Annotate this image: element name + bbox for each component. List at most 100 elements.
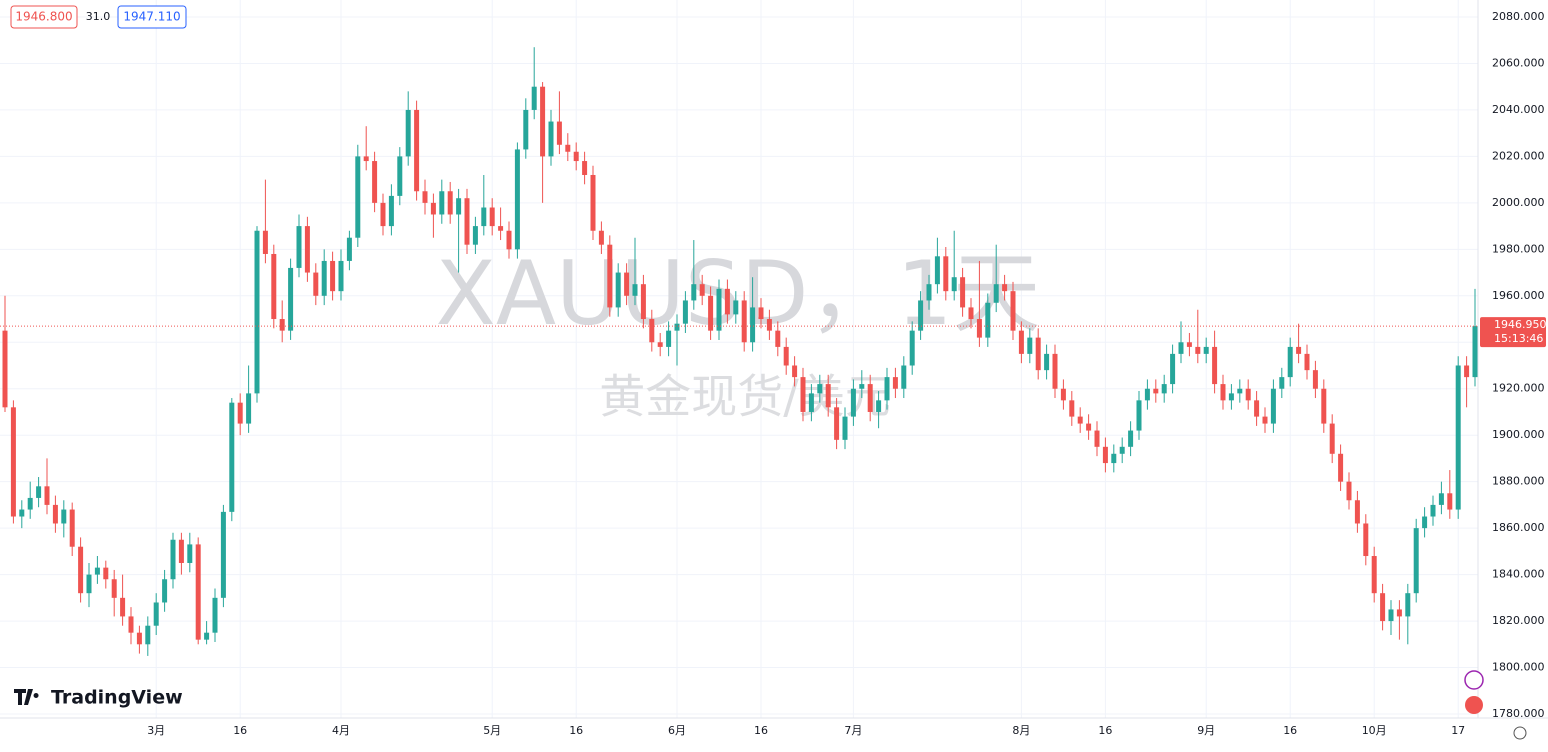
candle-body: [355, 156, 361, 238]
candle-body: [288, 267, 294, 331]
candle-body: [775, 330, 781, 347]
candle-body: [1170, 353, 1176, 385]
x-tick-label: 16: [1098, 724, 1112, 737]
candle-body: [1237, 388, 1243, 394]
candle-body: [506, 230, 512, 250]
candle-body: [128, 616, 134, 633]
y-tick-label: 1800.000: [1492, 661, 1545, 674]
candle-body: [1136, 400, 1142, 431]
flag-icon[interactable]: [1465, 696, 1483, 714]
settings-icon[interactable]: [1513, 726, 1527, 740]
candle-body: [884, 377, 890, 401]
last-price-box: [1480, 317, 1546, 348]
candle-body: [1052, 353, 1058, 389]
x-tick-label: 5月: [483, 724, 501, 737]
candle-body: [548, 121, 554, 157]
candle-body: [817, 384, 823, 394]
candle-body: [2, 330, 8, 408]
y-tick-label: 2060.000: [1492, 56, 1545, 69]
logo: TradingView: [14, 687, 183, 709]
candle-body: [296, 226, 302, 268]
candle-body: [1203, 346, 1209, 354]
candle-body: [246, 393, 252, 424]
candle-body: [691, 284, 697, 301]
y-tick-label: 1780.000: [1492, 707, 1545, 720]
candle-body: [943, 256, 949, 292]
brand: TradingView: [51, 687, 183, 709]
x-tick-label: 10月: [1362, 724, 1387, 737]
candle-body: [1060, 388, 1066, 401]
candle-body: [1279, 377, 1285, 389]
candle-body: [27, 497, 33, 510]
candle-body: [573, 151, 579, 162]
ask-box[interactable]: [117, 5, 187, 29]
y-tick-label: 1900.000: [1492, 428, 1545, 441]
candle-body: [52, 504, 58, 524]
candle-body: [405, 109, 411, 157]
candle-body: [1254, 400, 1260, 417]
x-tick-label: 16: [233, 724, 247, 737]
countdown: 15:13:46: [1494, 332, 1543, 345]
y-tick-label: 1840.000: [1492, 568, 1545, 581]
candle-body: [859, 384, 865, 389]
candle-body: [540, 86, 546, 157]
candle-body: [1086, 423, 1092, 431]
candle-body: [78, 546, 84, 594]
candle-body: [1346, 481, 1352, 501]
candle-body: [439, 191, 445, 215]
candle-body: [1228, 393, 1234, 401]
candle-body: [204, 632, 210, 640]
x-tick-label: 9月: [1197, 724, 1215, 737]
alert-icon[interactable]: [1464, 670, 1484, 690]
candle-body: [1430, 504, 1436, 517]
candle-body: [1338, 453, 1344, 482]
candle-body: [145, 625, 151, 645]
candle-body: [1354, 500, 1360, 524]
candle-body: [187, 544, 193, 563]
candle-body: [758, 307, 764, 320]
candle-body: [220, 511, 226, 598]
watermark-description: 黄金现货/美元: [599, 370, 891, 424]
candle-body: [1178, 342, 1184, 354]
candle-body: [1396, 609, 1402, 617]
candle-body: [229, 402, 235, 512]
candle-body: [960, 277, 966, 308]
bid-box[interactable]: [10, 5, 78, 29]
candle-body: [36, 486, 42, 498]
candle-body: [565, 144, 571, 152]
x-tick-label: 16: [569, 724, 583, 737]
candle-body: [766, 319, 772, 331]
candle-body: [741, 300, 747, 343]
candle-body: [901, 365, 907, 389]
y-tick-label: 2000.000: [1492, 196, 1545, 209]
candle-body: [447, 191, 453, 215]
candle-body: [346, 237, 352, 261]
candle-body: [951, 277, 957, 292]
candle-body: [380, 202, 386, 227]
candles: [2, 47, 1478, 656]
candle-body: [1371, 556, 1377, 594]
candle-body: [1027, 337, 1033, 354]
candle-body: [313, 272, 319, 296]
candle-body: [876, 400, 882, 412]
candle-body: [590, 174, 596, 231]
candle-body: [178, 539, 184, 563]
candle-body: [523, 109, 529, 150]
x-tick-label: 3月: [147, 724, 165, 737]
candle-body: [372, 161, 378, 203]
candle-body: [10, 407, 16, 517]
candle-body: [414, 109, 420, 192]
candle-body: [514, 149, 520, 250]
candle-body: [1447, 493, 1453, 510]
candle-body: [498, 226, 504, 231]
candle-body: [640, 284, 646, 320]
candle-body: [1472, 326, 1478, 378]
spread: 31.0: [86, 10, 111, 23]
candle-body: [321, 260, 327, 296]
candle-body: [1312, 370, 1318, 389]
candle-body: [1270, 388, 1276, 424]
candle-body: [489, 207, 495, 227]
y-tick-label: 2080.000: [1492, 10, 1545, 23]
candle-body: [1321, 388, 1327, 424]
